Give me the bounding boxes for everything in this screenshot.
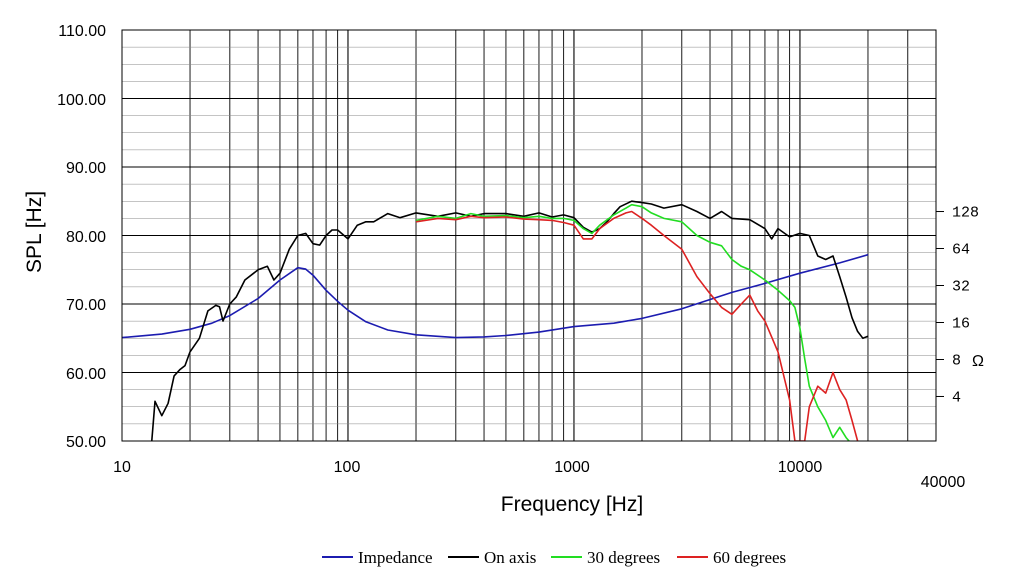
y-tick-label: 60.00	[66, 366, 106, 383]
y-axis-title: SPL [Hz]	[23, 191, 46, 273]
y-tick-label: 80.00	[66, 229, 106, 246]
x-tick-label: 100	[334, 459, 361, 476]
y-tick-label: 70.00	[66, 297, 106, 314]
y-tick-label: 110.00	[58, 23, 106, 40]
x-tick-label: 40000	[921, 474, 966, 491]
plot-frame	[121, 29, 937, 442]
impedance-axis: 4 8 16 32 64 128	[936, 205, 979, 406]
legend-label-impedance: Impedance	[358, 548, 433, 567]
x-tick-label: 1000	[554, 459, 590, 476]
series-line-60-degrees	[415, 210, 859, 441]
x-tick-label: 10000	[778, 459, 823, 476]
impedance-tick-label: 16	[952, 315, 970, 332]
legend-label-30-degrees: 30 degrees	[587, 548, 660, 567]
impedance-tick-label: 8	[952, 352, 961, 369]
y-tick-label: 90.00	[66, 160, 106, 177]
impedance-tick-label: 32	[952, 279, 970, 296]
impedance-tick-label: 4	[952, 389, 961, 406]
legend-label-on-axis: On axis	[484, 548, 536, 567]
series-line-30-degrees	[415, 203, 851, 441]
y-tick-label: 50.00	[66, 434, 106, 451]
impedance-unit-label: Ω	[972, 353, 984, 370]
impedance-tick-label: 64	[952, 242, 970, 259]
impedance-tick-label: 128	[952, 205, 979, 222]
series-line-on-axis	[150, 200, 869, 441]
series-line-impedance	[122, 253, 869, 339]
x-tick-label: 10	[113, 459, 131, 476]
series-layer	[122, 200, 869, 441]
legend-label-60-degrees: 60 degrees	[713, 548, 786, 567]
y-tick-label: 100.00	[57, 92, 106, 109]
legend: Impedance On axis 30 degrees 60 degrees	[322, 548, 786, 567]
plot-grid	[122, 30, 936, 441]
x-axis-title: Frequency [Hz]	[501, 493, 643, 516]
